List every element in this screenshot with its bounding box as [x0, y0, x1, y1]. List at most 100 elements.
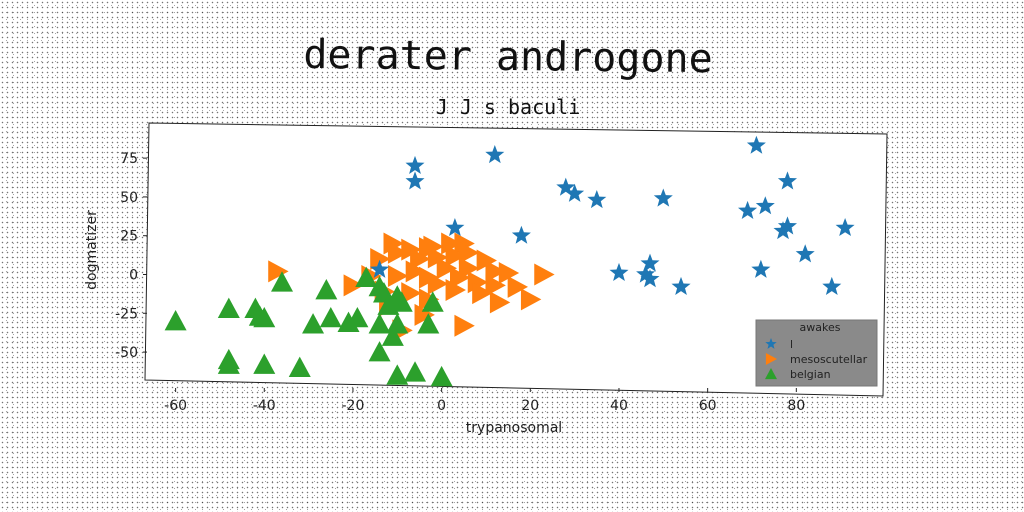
data-point-belgian: [386, 364, 409, 385]
data-point-l: [609, 262, 629, 281]
x-tick-label: -60: [164, 398, 187, 414]
data-point-l: [671, 276, 691, 295]
data-point-mesoscutellar: [414, 303, 435, 326]
data-point-mesoscutellar: [423, 235, 444, 258]
data-point-mesoscutellar: [268, 260, 289, 283]
x-axis-ticks: -60 -40 -20 0 20 40 60 80: [164, 388, 805, 414]
data-point-mesoscutellar: [370, 247, 391, 270]
data-point-l: [565, 183, 585, 202]
data-point-belgian: [217, 297, 240, 318]
data-point-mesoscutellar: [485, 274, 506, 297]
data-point-belgian: [271, 271, 294, 292]
data-point-mesoscutellar: [534, 263, 555, 286]
data-point-l: [751, 259, 771, 278]
data-point-l: [746, 135, 766, 154]
data-point-l: [653, 188, 673, 207]
legend-label: l: [790, 338, 793, 351]
x-tick-label: 80: [787, 398, 805, 414]
data-point-mesoscutellar: [445, 244, 466, 267]
data-point-l: [636, 264, 656, 283]
y-tick-label: -50: [115, 345, 138, 361]
data-point-mesoscutellar: [520, 288, 542, 311]
data-point-belgian: [390, 291, 413, 312]
x-axis-label: trypanosomal: [466, 420, 562, 436]
data-point-belgian: [253, 353, 276, 374]
data-point-mesoscutellar: [485, 260, 506, 283]
data-point-mesoscutellar: [405, 260, 427, 283]
data-point-belgian: [319, 306, 342, 328]
data-point-l: [822, 276, 842, 295]
data-point-mesoscutellar: [489, 291, 511, 314]
data-point-mesoscutellar: [436, 257, 458, 280]
data-point-l: [445, 218, 465, 236]
legend: awakes l mesoscutellar belgian: [755, 319, 878, 387]
data-point-l: [640, 253, 660, 272]
data-point-l: [777, 216, 797, 235]
x-tick-label: 60: [699, 398, 717, 414]
data-point-mesoscutellar: [458, 241, 480, 264]
data-point-belgian: [346, 306, 369, 328]
y-tick-label: 75: [120, 151, 138, 167]
data-point-l: [835, 218, 855, 236]
legend-title: awakes: [800, 321, 841, 334]
data-point-belgian: [417, 313, 440, 334]
data-point-belgian: [381, 325, 404, 346]
data-point-mesoscutellar: [410, 247, 431, 270]
data-point-belgian: [368, 341, 391, 362]
data-point-l: [485, 145, 505, 164]
data-point-l: [405, 171, 425, 190]
data-point-mesoscutellar: [387, 241, 409, 264]
legend-marker-mesoscutellar: [765, 353, 777, 365]
y-tick-label: -25: [115, 306, 138, 322]
data-point-belgian: [288, 356, 311, 377]
legend-entries: l mesoscutellar belgian: [765, 338, 868, 381]
data-point-mesoscutellar: [387, 265, 409, 288]
data-point-l: [405, 155, 425, 174]
data-point-l: [738, 200, 758, 219]
data-point-mesoscutellar: [427, 272, 449, 295]
data-point-l: [511, 225, 531, 244]
legend-marker-l: [765, 338, 777, 349]
data-point-mesoscutellar: [343, 274, 364, 297]
data-point-mesoscutellar: [401, 282, 422, 305]
data-point-mesoscutellar: [476, 249, 497, 272]
data-point-l: [777, 171, 797, 190]
data-point-belgian: [368, 313, 391, 334]
data-markers: [164, 135, 855, 387]
data-point-l: [795, 244, 815, 263]
data-point-belgian: [302, 313, 325, 334]
data-point-mesoscutellar: [445, 279, 466, 302]
x-tick-label: -40: [253, 398, 276, 414]
chart-title: derater androgone: [303, 32, 713, 82]
legend-label: mesoscutellar: [790, 353, 868, 366]
data-point-belgian: [430, 365, 453, 387]
plot-area: [144, 122, 888, 397]
legend-label: belgian: [790, 368, 831, 381]
y-tick-label: 50: [120, 190, 138, 206]
x-tick-label: 40: [610, 398, 628, 414]
data-point-mesoscutellar: [458, 257, 480, 280]
data-point-belgian: [421, 291, 444, 312]
y-tick-label: 25: [120, 229, 138, 245]
data-point-mesoscutellar: [472, 282, 493, 305]
data-point-l: [640, 269, 660, 288]
data-point-belgian: [315, 279, 338, 300]
data-point-belgian: [355, 266, 378, 287]
data-point-l: [370, 259, 390, 278]
legend-box: [755, 319, 878, 387]
data-point-l: [755, 196, 775, 215]
y-axis-ticks: 75 50 25 0 -25 -50: [115, 151, 147, 361]
data-point-l: [587, 190, 607, 209]
x-tick-label: -20: [342, 398, 365, 414]
data-point-l: [556, 177, 576, 196]
legend-marker-belgian: [765, 368, 777, 380]
data-point-belgian: [217, 353, 240, 374]
data-point-belgian: [164, 310, 187, 331]
data-point-mesoscutellar: [498, 261, 520, 284]
chart-subtitle: J J s baculi: [436, 95, 581, 119]
data-point-mesoscutellar: [454, 314, 475, 337]
x-tick-label: 0: [437, 398, 446, 414]
data-point-belgian: [404, 361, 427, 382]
data-point-mesoscutellar: [507, 275, 528, 298]
